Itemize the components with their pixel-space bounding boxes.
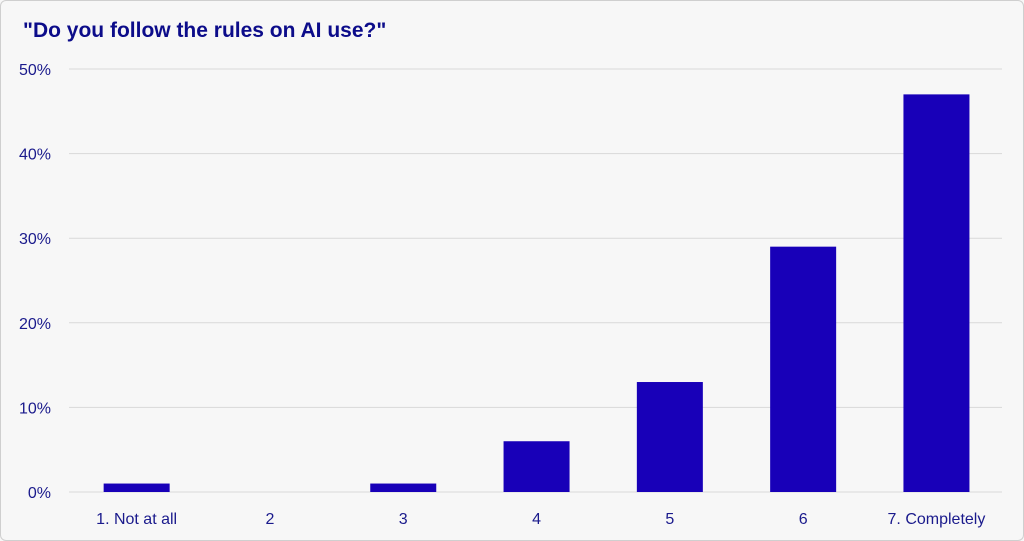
bar [636, 382, 703, 492]
bars [103, 94, 970, 492]
bar [103, 483, 170, 492]
x-tick-label: 3 [399, 511, 408, 528]
x-axis-ticks: 1. Not at all 2 3 4 5 6 7. Completely [96, 511, 985, 528]
y-tick-label: 0% [28, 485, 51, 502]
bar [370, 483, 437, 492]
x-tick-label: 1. Not at all [96, 511, 177, 528]
y-tick-label: 20% [19, 316, 51, 333]
chart-title: "Do you follow the rules on AI use?" [23, 19, 387, 42]
x-tick-label: 5 [665, 511, 674, 528]
x-tick-label: 7. Completely [888, 511, 986, 528]
bar [503, 441, 570, 492]
y-tick-label: 30% [19, 231, 51, 248]
y-axis-ticks: 0% 10% 20% 30% 40% 50% [19, 62, 51, 502]
y-tick-label: 40% [19, 147, 51, 164]
x-tick-label: 6 [799, 511, 808, 528]
bar [903, 94, 970, 492]
x-tick-label: 4 [532, 511, 541, 528]
grid-lines [69, 68, 1002, 493]
x-tick-label: 2 [265, 511, 274, 528]
y-tick-label: 50% [19, 62, 51, 79]
y-tick-label: 10% [19, 400, 51, 417]
bar [770, 246, 837, 492]
